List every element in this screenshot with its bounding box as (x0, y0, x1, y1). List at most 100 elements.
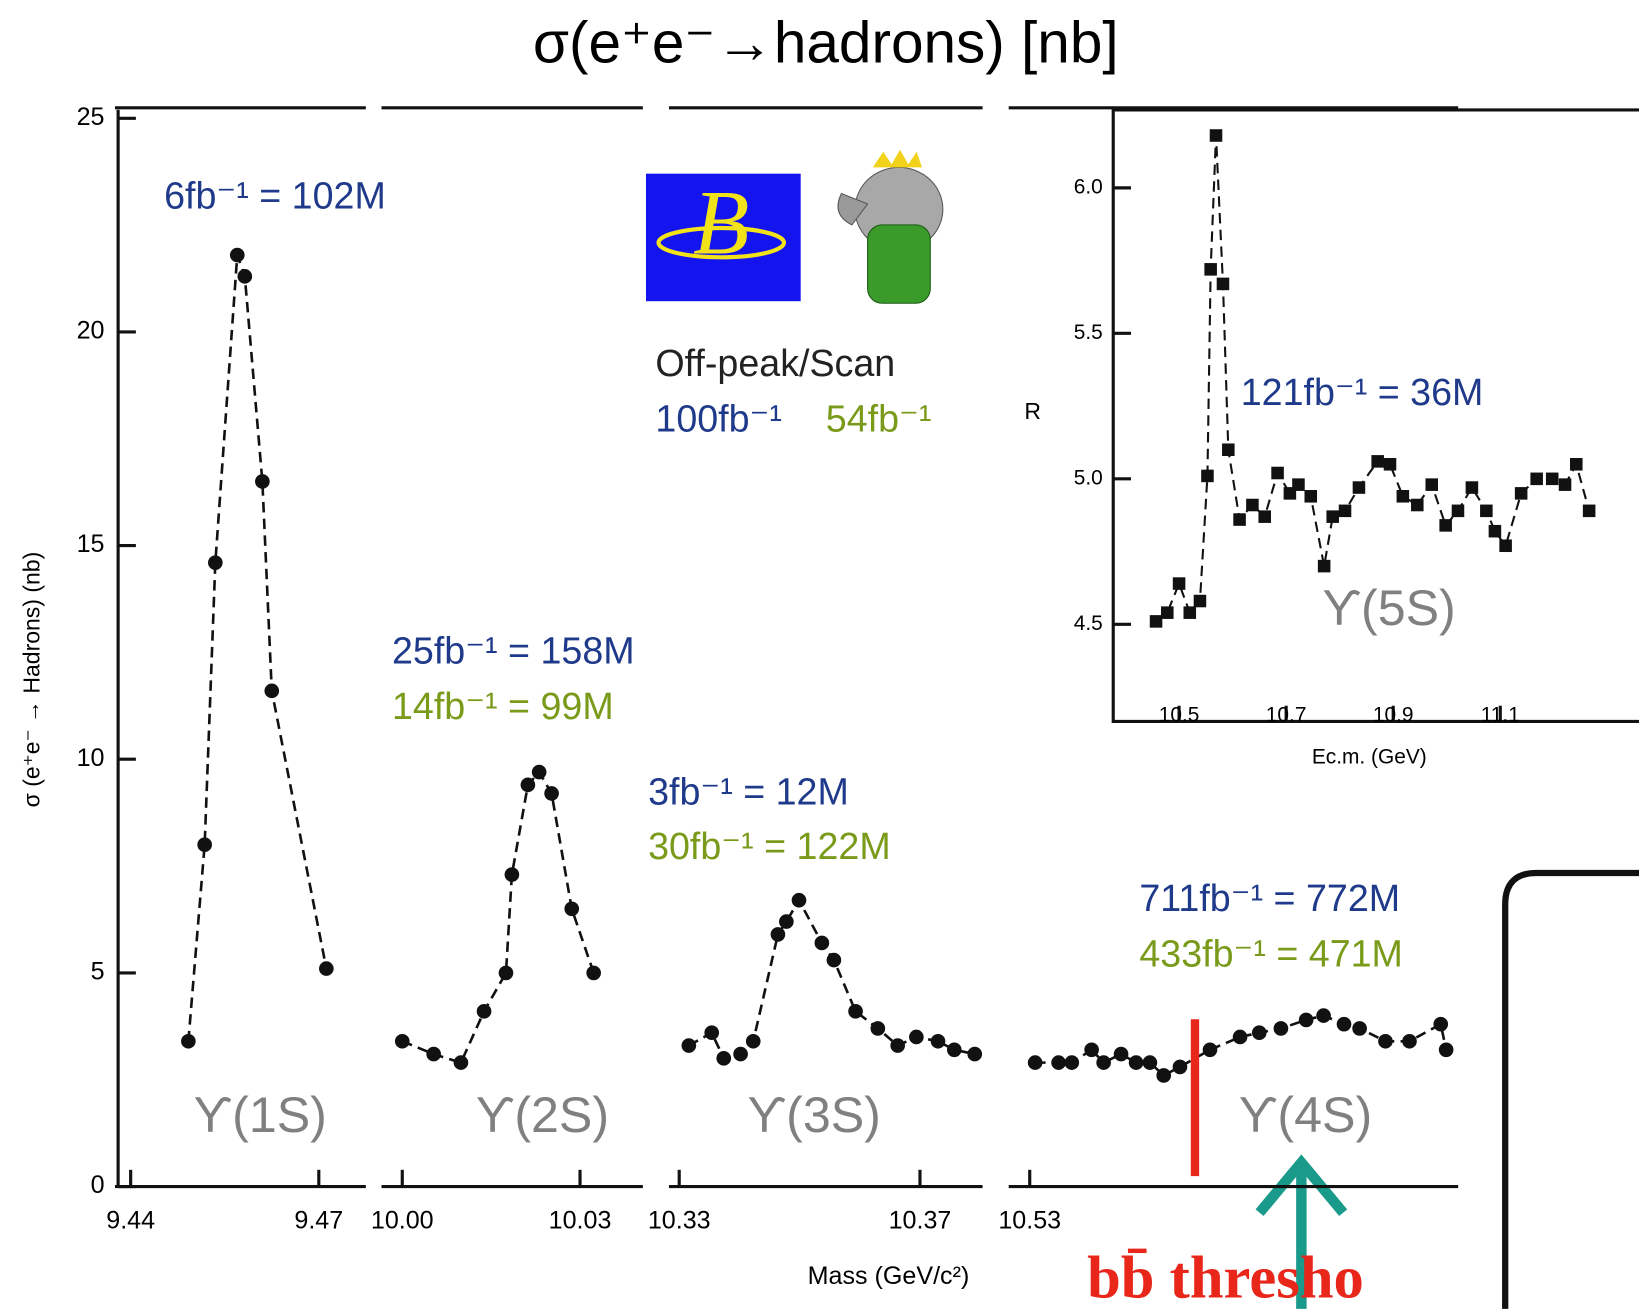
annotation: ϒ(1S) (193, 1087, 326, 1143)
x-tick-label: 10.53 (998, 1207, 1061, 1235)
data-point (564, 901, 580, 917)
annotation: 30fb⁻¹ = 122M (648, 825, 891, 867)
data-point (1298, 1012, 1314, 1028)
data-point (1233, 513, 1246, 526)
data-point (394, 1033, 410, 1049)
annotation: 711fb⁻¹ = 772M (1139, 877, 1400, 919)
data-point (544, 786, 559, 801)
data-point (1530, 472, 1543, 486)
annotation: ϒ(3S) (747, 1087, 881, 1143)
x-tick-label: 10.03 (549, 1207, 612, 1235)
data-point (1051, 1055, 1066, 1070)
y-tick-label: 5 (91, 958, 105, 986)
annotation: ϒ(4S) (1239, 1087, 1373, 1143)
data-point (1084, 1042, 1099, 1058)
annotation: 25fb⁻¹ = 158M (392, 629, 635, 671)
data-point (1246, 498, 1259, 512)
data-point (1292, 478, 1305, 491)
data-point (814, 935, 830, 951)
fit-curve (401, 769, 595, 1065)
data-point (319, 961, 334, 976)
data-point (1425, 478, 1439, 491)
y-tick-label: 5.5 (1074, 321, 1103, 344)
inset-y-label: R (1024, 398, 1041, 424)
data-point (826, 952, 842, 968)
x-tick-label: 9.47 (294, 1207, 343, 1235)
data-point (1326, 510, 1339, 523)
data-point (1142, 1055, 1158, 1070)
annotation: 100fb⁻¹ (655, 397, 782, 439)
data-point (870, 1021, 886, 1036)
data-point (791, 892, 807, 908)
x-tick-label: 10.00 (371, 1207, 434, 1235)
data-point (1064, 1055, 1080, 1070)
data-point (453, 1055, 469, 1070)
data-point (930, 1033, 946, 1049)
data-point (704, 1025, 720, 1041)
data-point (779, 914, 794, 929)
data-point (1352, 1021, 1367, 1036)
data-point (1172, 577, 1186, 590)
data-point (1209, 129, 1223, 142)
data-point (716, 1051, 732, 1066)
data-point (890, 1038, 906, 1053)
fit-curve (688, 897, 976, 1060)
x-tick-label: 10.33 (648, 1207, 711, 1235)
data-point (1316, 1008, 1331, 1023)
data-point (586, 965, 601, 981)
x-tick-label: 10.7 (1266, 704, 1307, 727)
fit-curve (187, 254, 328, 1042)
data-point (1488, 524, 1502, 538)
data-point (733, 1046, 748, 1062)
data-point (681, 1038, 697, 1053)
data-point (946, 1042, 962, 1058)
annotation: 3fb⁻¹ = 12M (648, 771, 849, 813)
data-point (1273, 1021, 1289, 1036)
y-tick-label: 5.0 (1074, 466, 1103, 489)
data-point (1096, 1055, 1111, 1070)
data-point (237, 269, 253, 284)
data-point (1201, 469, 1214, 483)
data-point (1172, 1059, 1188, 1075)
y-tick-label: 10 (77, 744, 105, 772)
data-point (229, 247, 245, 263)
belle-logo: B (645, 171, 801, 302)
data-point (1352, 481, 1366, 494)
data-point (1113, 1046, 1129, 1062)
x-tick-label: 10.5 (1159, 704, 1200, 727)
data-point (1570, 458, 1583, 471)
data-point (1258, 510, 1271, 523)
annotation: ϒ(5S) (1322, 580, 1456, 636)
data-point (1183, 606, 1197, 619)
data-point (967, 1046, 983, 1062)
data-point (1317, 559, 1331, 573)
annotation: 6fb⁻¹ = 102M (164, 175, 386, 217)
y-tick-label: 0 (91, 1171, 105, 1199)
data-point (264, 683, 280, 699)
data-point (1222, 443, 1235, 457)
chart-title: σ(e⁺e⁻→hadrons) [nb] (533, 11, 1119, 76)
data-point (848, 1004, 863, 1019)
y-axis-label: σ (e⁺e⁻ → Hadrons) (nb) (19, 552, 45, 808)
y-tick-label: 25 (77, 103, 105, 131)
annotation: 433fb⁻¹ = 471M (1139, 933, 1403, 975)
data-point (1514, 487, 1528, 500)
annotation: ϒ(2S) (476, 1087, 610, 1143)
data-point (1582, 504, 1596, 518)
babar-logo (837, 149, 944, 304)
data-point (1216, 277, 1230, 291)
data-point (1558, 478, 1572, 491)
data-point (1451, 504, 1465, 518)
data-point (197, 837, 212, 853)
data-point (1336, 1016, 1352, 1032)
x-axis-label: Mass (GeV/c²) (808, 1262, 970, 1290)
data-point (476, 1004, 492, 1019)
y-tick-label: 6.0 (1074, 175, 1103, 198)
x-tick-label: 10.37 (889, 1207, 952, 1235)
data-point (531, 764, 547, 780)
data-point (208, 555, 223, 570)
data-point (504, 867, 520, 882)
data-point (745, 1033, 761, 1049)
x-tick-label: 11.1 (1481, 704, 1520, 727)
